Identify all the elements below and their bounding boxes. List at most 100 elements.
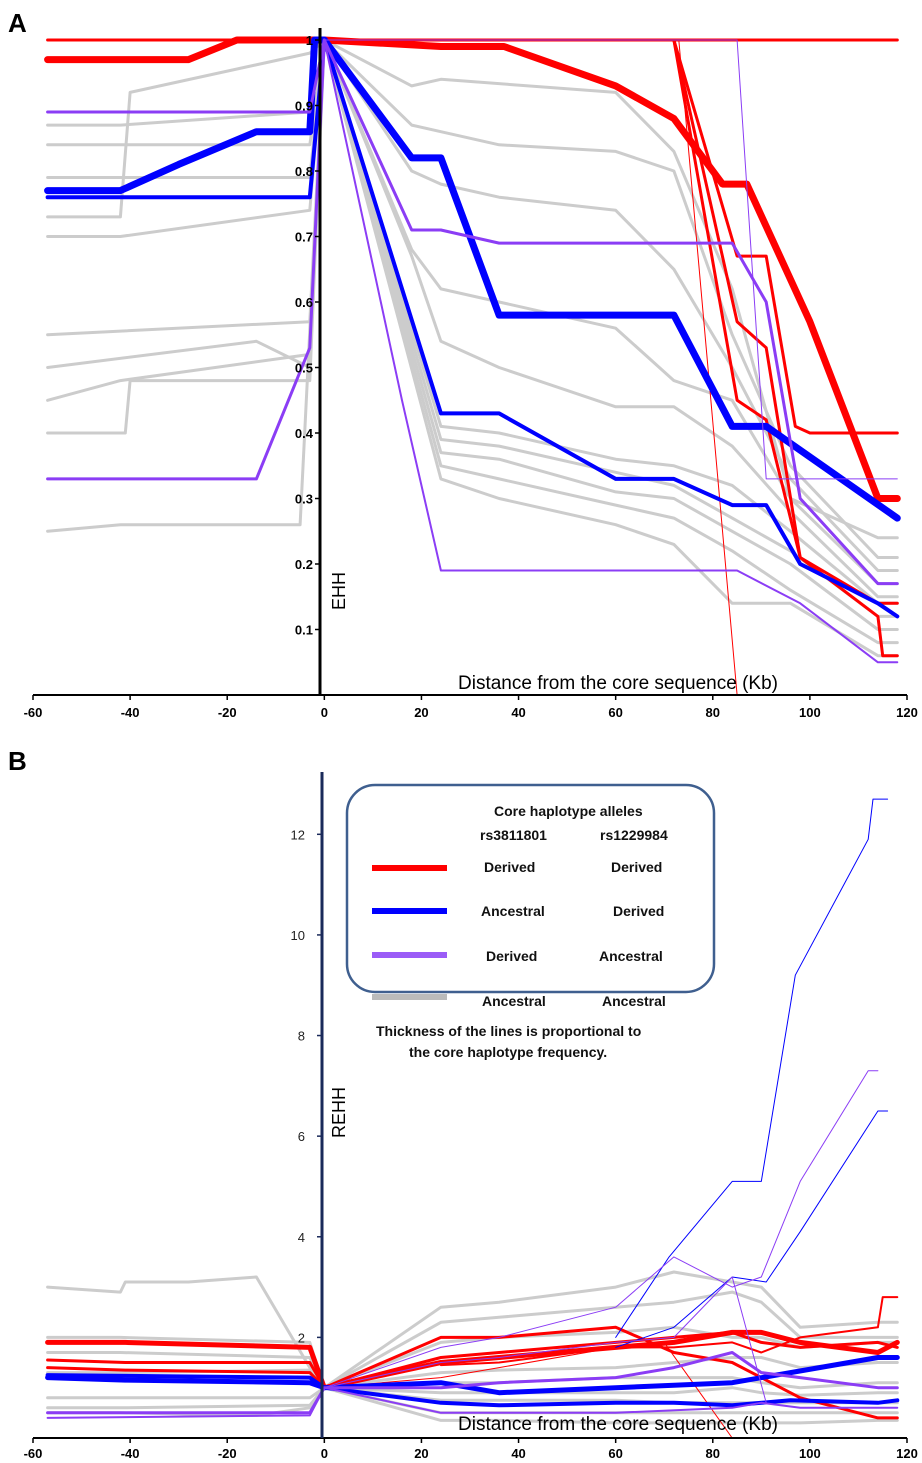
panel-b-series-line-ancestral-derived (45, 1373, 900, 1408)
panel-b-series-line-ancestral-ancestral (322, 1386, 899, 1425)
panel-b-y-axis-label: REHH (329, 1087, 349, 1138)
legend-row2-b: Derived (613, 903, 664, 919)
panel-a-x-tick-label: 120 (896, 705, 918, 720)
panel-a-series-line-ancestral-ancestral (322, 38, 899, 605)
panel-b-x-tick-label: 120 (896, 1446, 918, 1461)
panel-a-letter: A (8, 8, 27, 38)
panel-b-x-tick-label: 20 (414, 1446, 428, 1461)
panel-a-y-tick-label: 0.1 (295, 623, 313, 638)
legend-col1-header: rs3811801 (480, 827, 547, 843)
panel-a-x-tick-label: 40 (511, 705, 525, 720)
legend-row3-b: Ancestral (599, 948, 663, 964)
panel-a-series-line-derived-derived (678, 39, 738, 696)
panel-a-y-tick-label: 0.7 (295, 230, 313, 245)
panel-b-x-tick-label: 60 (608, 1446, 622, 1461)
legend: Core haplotype alleles rs3811801 rs12299… (345, 783, 716, 1060)
panel-a-series-line-ancestral-derived (322, 38, 900, 619)
panel-b-series-line-ancestral-ancestral (322, 1376, 899, 1390)
panel-a-series-line-ancestral-ancestral (46, 38, 326, 238)
panel-b-axes: -60 -40 -20 0 20 40 60 80 100 120 2 4 6 8 10 12 (24, 772, 918, 1461)
panel-a-x-tick-label: 20 (414, 705, 428, 720)
panel-b-x-axis-label: Distance from the core sequence (Kb) (458, 1414, 778, 1435)
panel-a-series-line-ancestral-ancestral (322, 38, 899, 572)
panel-a-series-group (44, 36, 901, 696)
panel-a-series-line-derived-ancestral (323, 39, 898, 480)
panel-b-series-line-ancestral-ancestral (322, 1386, 899, 1397)
panel-a-series-line-derived-ancestral (46, 38, 899, 586)
panel-a-series-line-ancestral-ancestral (322, 38, 899, 540)
panel-b-x-tick-label: -60 (24, 1446, 43, 1461)
panel-b-series-line-ancestral-derived (45, 1355, 900, 1396)
panel-a-series-line-derived-derived (672, 38, 899, 658)
panel-a-series-line-ancestral-derived (45, 38, 327, 200)
legend-row1-b: Derived (611, 859, 662, 875)
panel-a-x-tick-label: -20 (218, 705, 237, 720)
panel-b-letter: B (8, 746, 27, 776)
panel-a-y-tick-label: 1 (306, 33, 313, 48)
panel-a-x-tick-label: 100 (799, 705, 821, 720)
panel-a-series-line-ancestral-ancestral (46, 38, 326, 402)
panel-b-series-line-ancestral-ancestral (46, 1386, 326, 1400)
panel-b-series-line-ancestral-ancestral (322, 1290, 899, 1390)
panel-a-y-tick-label: 0.6 (295, 295, 313, 310)
panel-b-y-tick-label: 6 (298, 1129, 305, 1144)
panel-b-y-tick-label: 4 (298, 1230, 305, 1245)
panel-a-y-tick-label: 0.3 (295, 492, 313, 507)
panel-a-axes: -60 -40 -20 0 20 40 60 80 100 120 0.1 0.2 0.3 0.4 0.5 0… (24, 28, 918, 720)
panel-a-series-line-derived-ancestral (323, 39, 899, 664)
panel-a-series-line-ancestral-ancestral (322, 38, 899, 658)
panel-a-y-tick-label: 0.8 (295, 164, 313, 179)
panel-a-y-axis-label: EHH (329, 572, 349, 610)
panel-b-series-line-ancestral-derived (615, 1110, 889, 1348)
panel-a-series-line-ancestral-ancestral (46, 38, 326, 369)
panel-b-x-tick-label: 80 (706, 1446, 720, 1461)
panel-b-series-line-derived-ancestral (323, 1276, 767, 1404)
panel-b-series-line-ancestral-ancestral (46, 1275, 326, 1390)
panel-b-series-group (45, 798, 900, 1439)
legend-row3-a: Derived (486, 948, 537, 964)
legend-row2-a: Ancestral (481, 903, 545, 919)
panel-a-series-line-ancestral-ancestral (322, 38, 899, 559)
panel-b-series-line-derived-derived (439, 1296, 899, 1367)
panel-b-x-tick-label: 0 (321, 1446, 328, 1461)
panel-a-series-line-ancestral-ancestral (322, 38, 899, 586)
panel-a-series-line-ancestral-ancestral (322, 38, 899, 631)
panel-a-y-tick-label: 0.4 (295, 426, 314, 441)
panel-b-series-line-derived-ancestral (46, 1386, 899, 1419)
panel-b-x-tick-label: 100 (799, 1446, 821, 1461)
panel-a-x-tick-label: 0 (321, 705, 328, 720)
panel-b-x-tick-label: -40 (121, 1446, 140, 1461)
legend-note-line1: Thickness of the lines is proportional t… (376, 1023, 641, 1039)
panel-b-y-tick-label: 10 (291, 928, 305, 943)
legend-title: Core haplotype alleles (494, 803, 643, 819)
panel-a-y-tick-label: 0.5 (295, 361, 313, 376)
panel-a-series-line-ancestral-ancestral (322, 38, 899, 599)
legend-col2-header: rs1229984 (600, 827, 668, 843)
panel-a-x-axis-label: Distance from the core sequence (Kb) (458, 673, 778, 694)
panel-a-x-tick-label: -40 (121, 705, 140, 720)
panel-b-x-tick-label: -20 (218, 1446, 237, 1461)
panel-a-series-line-ancestral-derived (44, 36, 901, 522)
panel-b-x-tick-label: 40 (511, 1446, 525, 1461)
legend-row4-b: Ancestral (602, 993, 666, 1009)
legend-box (345, 783, 716, 994)
panel-a-series-line-derived-ancestral (46, 38, 326, 114)
panel-a-x-tick-label: 80 (706, 705, 720, 720)
legend-row1-a: Derived (484, 859, 535, 875)
panel-a-chart: A -60 -40 -20 0 20 40 60 80 100 120 0.1 0.2 0.3 0.4 0.… (8, 8, 918, 720)
panel-b-series-line-ancestral-derived (615, 798, 889, 1338)
legend-row4-a: Ancestral (482, 993, 546, 1009)
panel-b-series-line-derived-derived (46, 1325, 899, 1420)
panel-b-series-line-ancestral-ancestral (322, 1270, 899, 1390)
panel-b-y-tick-label: 8 (298, 1029, 305, 1044)
panel-a-x-tick-label: 60 (608, 705, 622, 720)
panel-a-series-line-ancestral-ancestral (322, 38, 899, 645)
legend-note-line2: the core haplotype frequency. (409, 1044, 607, 1060)
panel-b-series-line-derived-ancestral (323, 1070, 879, 1389)
panel-a-y-tick-label: 0.2 (295, 557, 313, 572)
panel-b-y-tick-label: 2 (298, 1330, 305, 1345)
panel-b-series-line-ancestral-ancestral (46, 1386, 326, 1417)
panel-b-y-tick-label: 12 (291, 827, 305, 842)
